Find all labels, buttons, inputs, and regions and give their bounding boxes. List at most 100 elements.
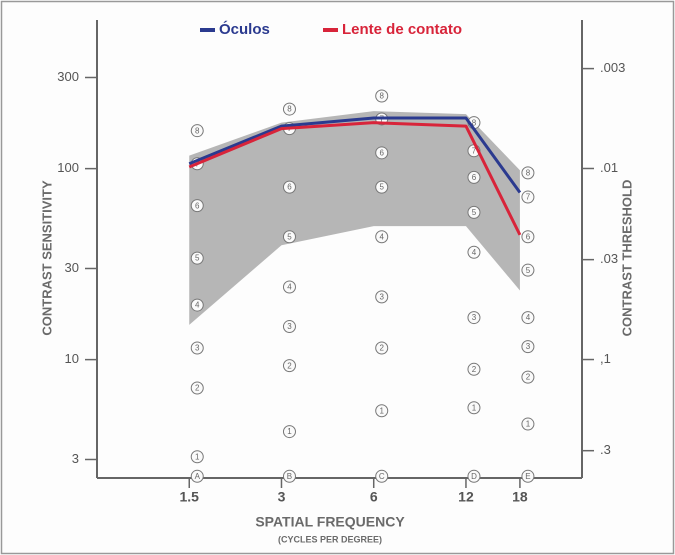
grade-circle: [190, 124, 204, 138]
grade-label: 3: [472, 313, 477, 322]
legend-label: Lente de contato: [342, 21, 462, 38]
grade-label: 6: [195, 201, 200, 210]
legend-label: Óculos: [219, 20, 270, 38]
y-tick-label: 300: [57, 69, 79, 84]
letter-circle: [282, 469, 296, 483]
grade-circle: [467, 362, 481, 376]
grade-circle: [467, 205, 481, 219]
grade-label: 5: [379, 183, 384, 192]
grade-label: 5: [287, 232, 292, 241]
series-line: [188, 121, 522, 236]
x-tick-label: 3: [278, 489, 286, 505]
grade-label: 4: [472, 248, 477, 257]
grade-circle: [521, 311, 535, 325]
grade-circle: [190, 341, 204, 355]
grade-circle: [190, 450, 204, 464]
grade-circle: [190, 199, 204, 213]
grade-circle: [467, 311, 481, 325]
series-line: [188, 116, 522, 194]
grade-circle: [190, 251, 204, 265]
grade-label: 3: [526, 342, 531, 351]
y-tick-label: 10: [65, 351, 79, 366]
x-axis-subtitle: (CYCLES PER DEGREE): [278, 534, 382, 544]
grade-circle: [375, 230, 389, 244]
grade-circle: [282, 280, 296, 294]
x-tick-label: 12: [458, 489, 474, 505]
grade-label: 4: [379, 232, 384, 241]
grade-circle: [190, 381, 204, 395]
grade-label: 2: [379, 344, 384, 353]
grade-label: 8: [287, 105, 292, 114]
grade-circle: [375, 290, 389, 304]
grade-label: 8: [526, 168, 531, 177]
grade-label: 1: [526, 420, 531, 429]
grade-label: 2: [526, 373, 531, 382]
letter-circle: [521, 469, 535, 483]
y2-axis-title: CONTRAST THRESHOLD: [619, 180, 634, 337]
y2-tick-label: .03: [600, 251, 618, 266]
grade-circle: [467, 245, 481, 259]
grade-label: 3: [287, 322, 292, 331]
grade-label: 3: [195, 344, 200, 353]
y-tick-label: 3: [72, 451, 79, 466]
y2-tick-label: .003: [600, 60, 625, 75]
grade-label: 1: [472, 403, 477, 412]
grade-circle: [467, 170, 481, 184]
grade-circle: [375, 146, 389, 160]
grade-label: 7: [526, 193, 531, 202]
letter-label: C: [379, 472, 385, 481]
grade-circle: [375, 341, 389, 355]
grade-label: 8: [379, 92, 384, 101]
grade-label: 5: [472, 208, 477, 217]
grade-label: 6: [379, 148, 384, 157]
grade-label: 1: [195, 452, 200, 461]
grade-label: 6: [287, 183, 292, 192]
grade-label: 1: [287, 427, 292, 436]
x-tick-label: 1.5: [180, 489, 200, 505]
letter-label: B: [287, 472, 292, 481]
grade-circle: [190, 298, 204, 312]
grade-label: 8: [195, 126, 200, 135]
letter-circle: [190, 469, 204, 483]
grade-label: 1: [379, 406, 384, 415]
grade-circle: [282, 180, 296, 194]
grade-circle: [521, 370, 535, 384]
grade-label: 5: [526, 266, 531, 275]
grade-circle: [521, 166, 535, 180]
grade-label: 6: [472, 173, 477, 182]
grade-circle: [521, 190, 535, 204]
letter-label: D: [471, 472, 477, 481]
y-axis-title: CONTRAST SENSITIVITY: [39, 180, 54, 336]
grade-label: 6: [526, 232, 531, 241]
grade-circle: [375, 180, 389, 194]
grade-circle: [521, 340, 535, 354]
grade-circle: [282, 102, 296, 116]
grade-circle: [375, 89, 389, 103]
y-tick-label: 30: [65, 260, 79, 275]
letter-label: E: [525, 472, 530, 481]
letter-circle: [375, 469, 389, 483]
x-axis-title: SPATIAL FREQUENCY: [255, 514, 405, 530]
grade-circle: [282, 230, 296, 244]
normal-range-band: [189, 111, 520, 325]
grade-label: 7: [472, 146, 477, 155]
grade-label: 4: [287, 283, 292, 292]
grade-circle: [521, 230, 535, 244]
grade-circle: [282, 359, 296, 373]
grade-label: 2: [195, 384, 200, 393]
y2-tick-label: ,1: [600, 351, 611, 366]
grade-label: 2: [287, 361, 292, 370]
grade-label: 2: [472, 365, 477, 374]
grade-circle: [282, 425, 296, 439]
letter-label: A: [195, 472, 201, 481]
y-tick-label: 100: [57, 160, 79, 175]
grade-label: 8: [472, 118, 477, 127]
grade-label: 3: [379, 293, 384, 302]
y2-tick-label: .01: [600, 160, 618, 175]
grade-label: 4: [526, 313, 531, 322]
letter-circle: [467, 469, 481, 483]
y2-tick-label: .3: [600, 442, 611, 457]
grade-label: 5: [195, 254, 200, 263]
